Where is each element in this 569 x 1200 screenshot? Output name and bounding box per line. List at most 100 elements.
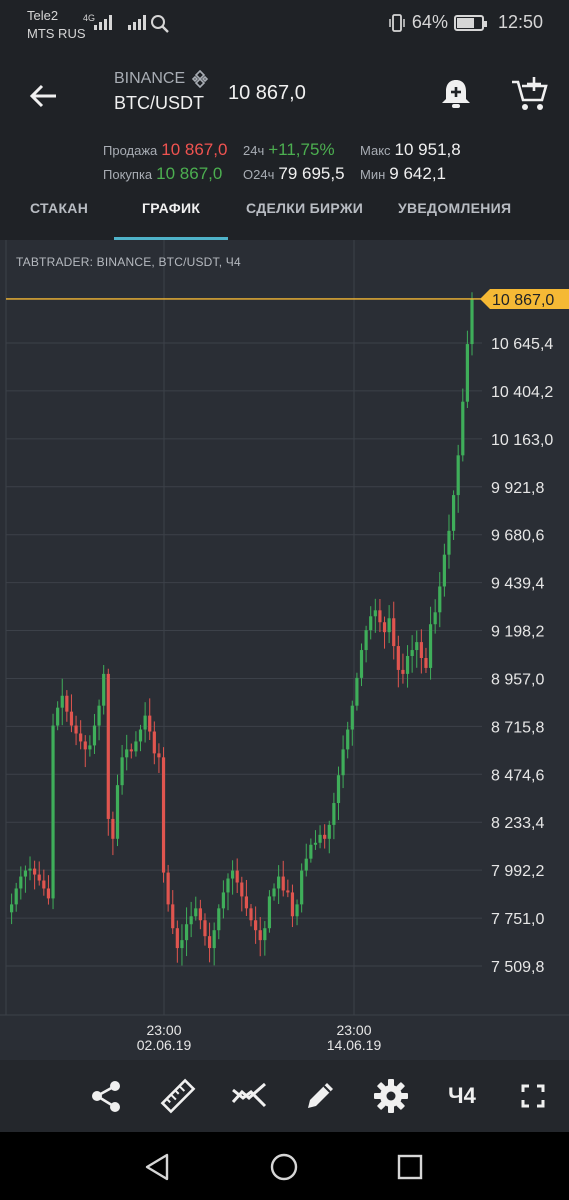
candle-body (240, 882, 244, 897)
candle-body (323, 834, 327, 839)
candle-body (106, 673, 110, 819)
pencil-icon[interactable] (300, 1076, 340, 1116)
candle-body (341, 749, 345, 776)
timeframe-button[interactable]: Ч4 (448, 1083, 476, 1108)
candle-body (102, 673, 106, 706)
candle-body (115, 785, 120, 839)
candle-body (433, 612, 437, 625)
y-tick-label: 10 404,2 (491, 384, 553, 401)
back-arrow-icon[interactable] (24, 76, 64, 116)
candle-body (235, 870, 239, 883)
tab-chart[interactable]: ГРАФИК (142, 200, 201, 216)
candle-body (175, 928, 179, 949)
candle-body (286, 890, 290, 893)
exchange-label: BINANCE (114, 70, 186, 87)
candle-body (295, 904, 299, 917)
candle-body (56, 707, 60, 726)
change-value: +11,75% (268, 140, 335, 159)
candle-body (221, 892, 225, 909)
candle-body (14, 888, 18, 905)
battery-percent: 64% (411, 12, 448, 32)
candle-body (166, 872, 170, 905)
current-price-tag (480, 288, 569, 309)
add-alert-bell-icon[interactable] (436, 74, 476, 114)
candle-body (290, 892, 295, 917)
settings-gear-icon[interactable] (371, 1076, 411, 1116)
candle-body (33, 868, 37, 875)
candle-body (92, 725, 97, 746)
candle-body (125, 749, 129, 758)
buy-label: Покупка (103, 167, 153, 182)
candle-body (157, 753, 161, 758)
home-circle-icon[interactable] (267, 1150, 301, 1184)
tab-orderbook[interactable]: СТАКАН (30, 200, 89, 216)
max-label: Макс (360, 143, 391, 158)
tab-alerts[interactable]: УВЕДОМЛЕНИЯ (398, 200, 512, 216)
candle-body (438, 586, 442, 613)
candle-body (65, 695, 69, 712)
y-tick-label: 8 233,4 (491, 815, 544, 832)
x-time-label: 23:00 (336, 1022, 371, 1038)
exchange-name: BINANCE (114, 70, 209, 88)
candle-body (346, 729, 350, 750)
chart-background (0, 240, 569, 1060)
candle-body (23, 870, 28, 877)
candle-body (198, 908, 202, 921)
tab-trades[interactable]: СДЕЛКИ БИРЖИ (246, 200, 364, 216)
candle-body (152, 731, 156, 754)
y-tick-label: 9 921,8 (491, 480, 544, 497)
candle-body (129, 749, 133, 752)
system-nav-bar (0, 1132, 569, 1200)
candle-body (217, 908, 221, 931)
candle-body (249, 908, 253, 921)
vibrate-icon (389, 13, 405, 32)
volume-label: О24ч (243, 167, 275, 182)
y-tick-label: 9 439,4 (491, 576, 544, 593)
stats-change-volume: 24ч +11,75% О24ч 79 695,5 (243, 140, 345, 184)
signal-2-icon (128, 14, 146, 30)
candle-body (300, 870, 304, 905)
candle-body (396, 646, 400, 670)
candle-body (254, 920, 258, 931)
stats-max-min: Макс 10 951,8 Мин 9 642,1 (360, 140, 461, 184)
ruler-icon[interactable] (158, 1076, 198, 1116)
share-icon[interactable] (87, 1076, 127, 1116)
candle-body (74, 725, 78, 734)
candle-body (281, 876, 285, 891)
candle-body (364, 630, 368, 651)
candlestick-chart[interactable]: 10 867,0 10 645,4 10 404,2 10 163,0 9 921,8 9… (0, 240, 569, 1060)
candle-body (134, 741, 138, 752)
candle-body (258, 930, 262, 941)
y-tick-label: 10 645,4 (491, 336, 553, 353)
current-price-label: 10 867,0 (492, 292, 554, 309)
candle-body (382, 622, 387, 633)
candle-body (378, 610, 382, 623)
carrier-1: Tele2 (27, 8, 59, 23)
candle-body (79, 733, 83, 742)
last-price: 10 867,0 (228, 82, 306, 104)
candle-body (203, 920, 207, 937)
recents-square-icon[interactable] (393, 1150, 427, 1184)
add-to-cart-icon[interactable] (510, 74, 550, 114)
candle-body (327, 824, 331, 839)
change-label: 24ч (243, 143, 265, 158)
candle-body (111, 818, 115, 839)
candle-body (461, 401, 465, 456)
active-tab-indicator (114, 237, 228, 240)
sell-label: Продажа (103, 143, 158, 158)
min-label: Мин (360, 167, 386, 182)
x-time-label: 23:00 (146, 1022, 181, 1038)
candle-body (244, 896, 249, 909)
y-tick-label: 7 992,2 (491, 863, 544, 880)
fullscreen-icon[interactable] (513, 1076, 553, 1116)
candle-body (143, 715, 147, 730)
sell-value: 10 867,0 (161, 140, 228, 159)
back-triangle-icon[interactable] (141, 1150, 175, 1184)
candle-body (212, 930, 216, 949)
candle-body (184, 924, 189, 941)
price-chart[interactable]: 10 867,0 10 645,4 10 404,2 10 163,0 9 921,8 9… (0, 240, 569, 1060)
candle-body (171, 904, 175, 929)
indicator-icon[interactable] (229, 1076, 269, 1116)
candle-body (424, 657, 428, 668)
candle-body (97, 705, 101, 726)
